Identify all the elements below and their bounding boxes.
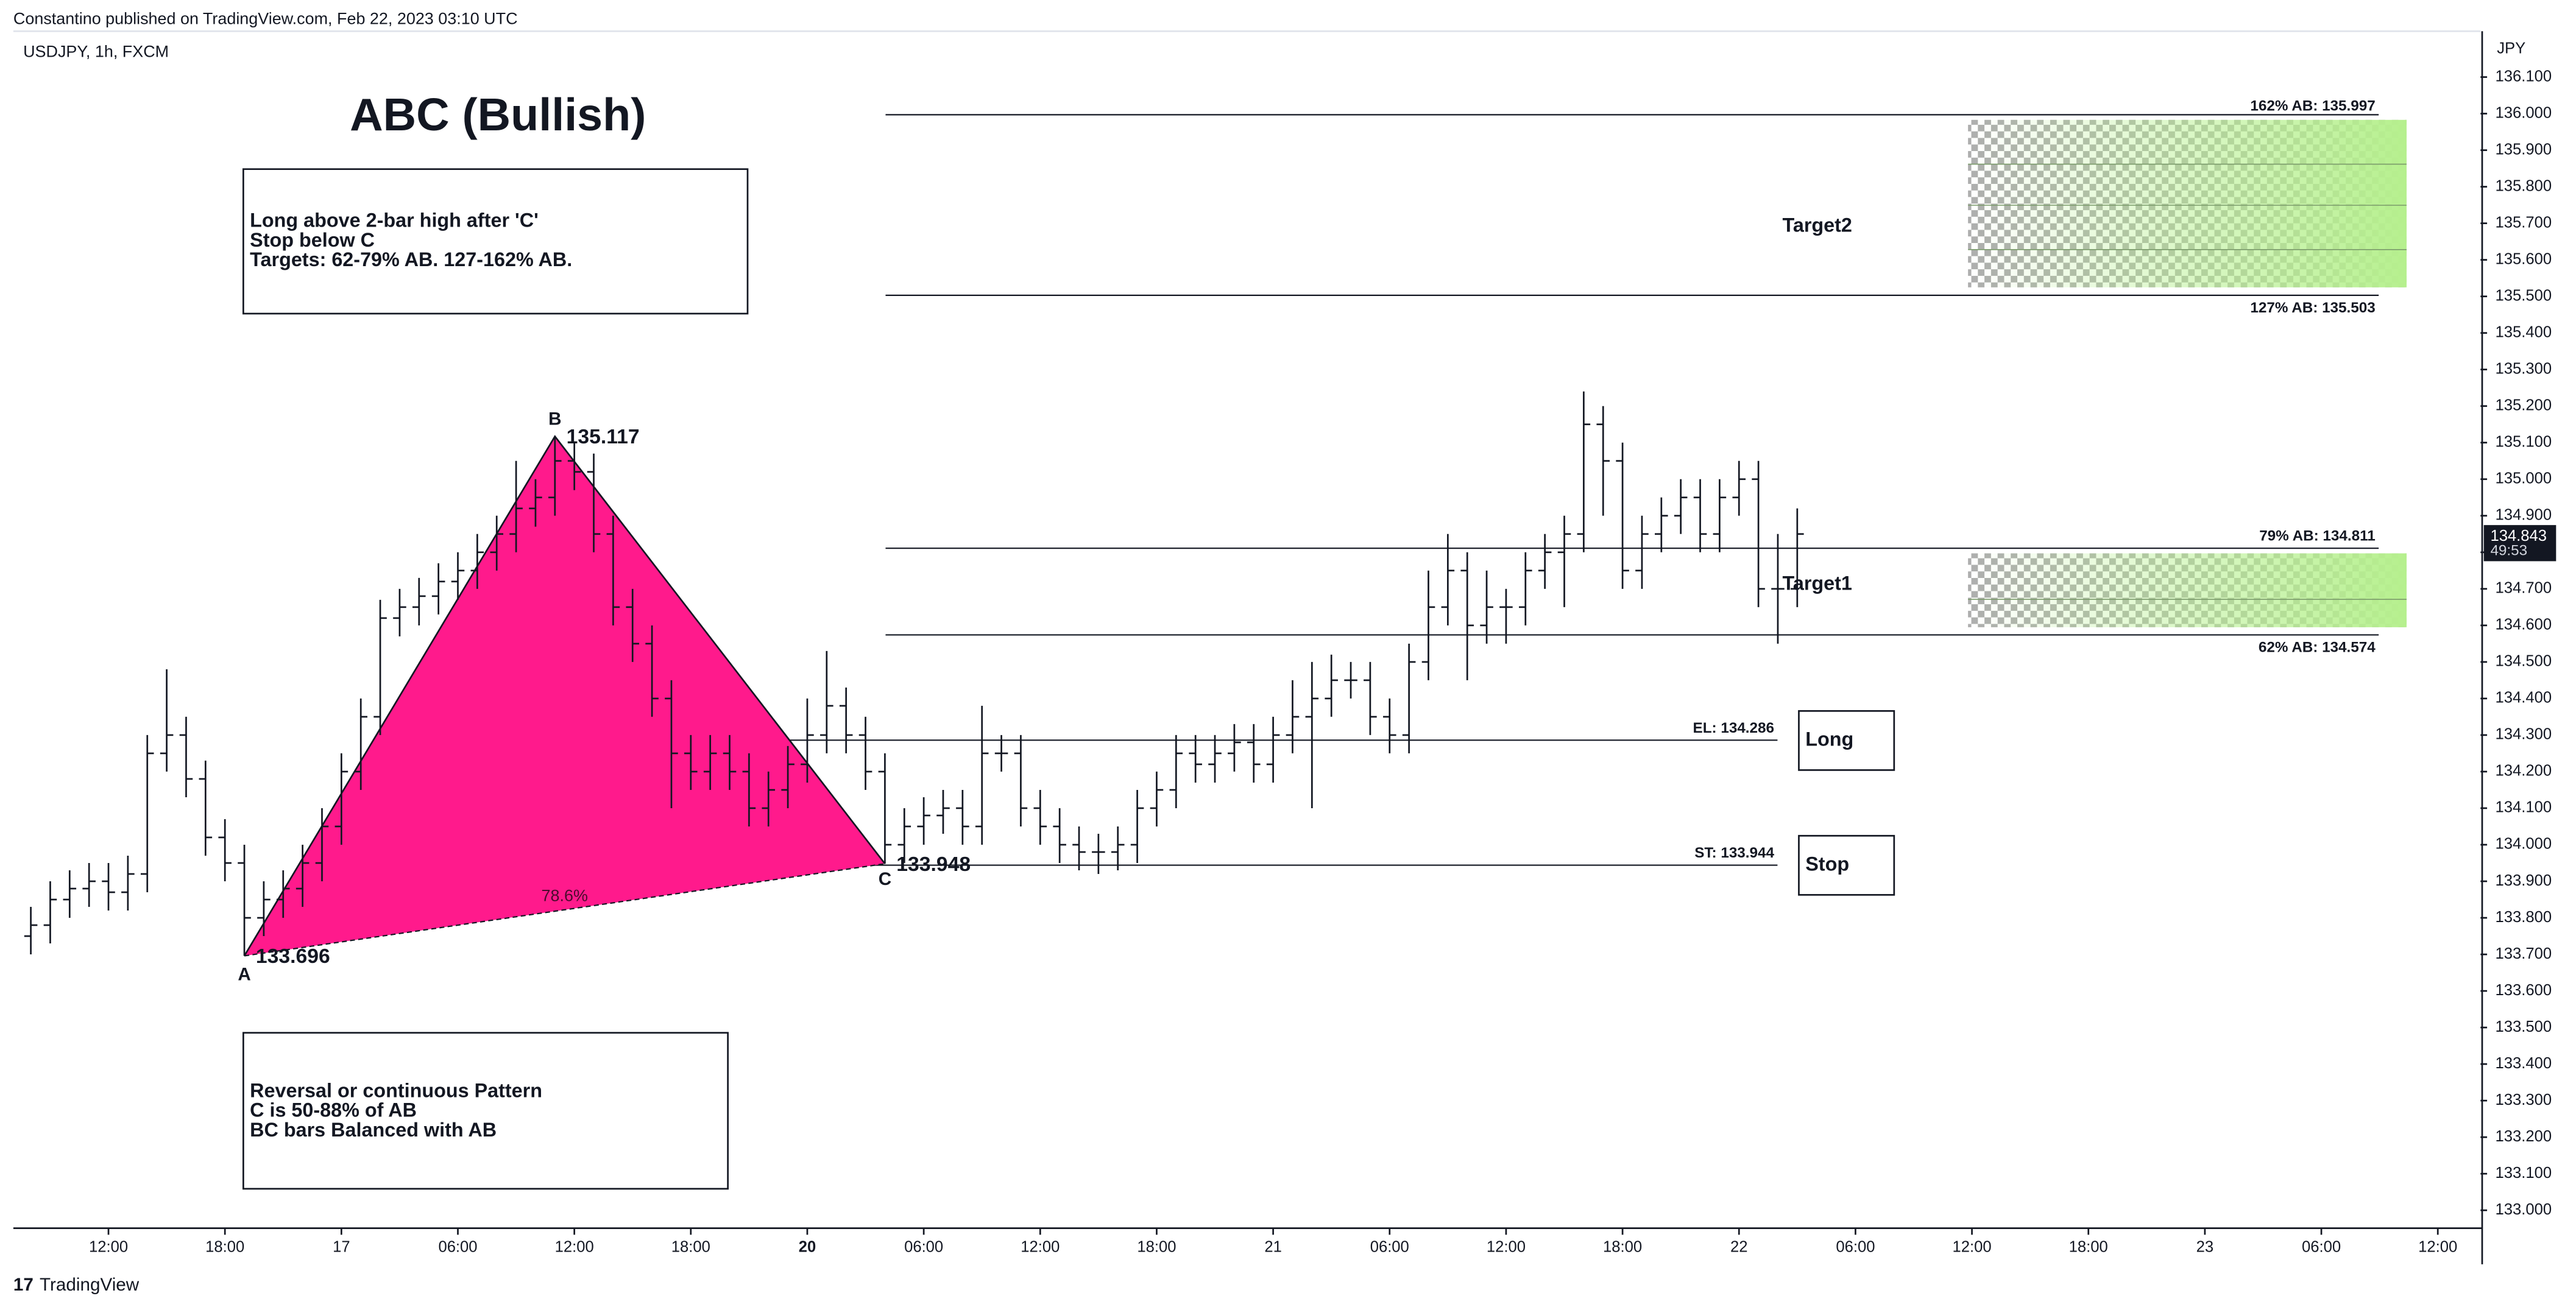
ac-dashed	[244, 863, 885, 957]
currency: JPY	[2497, 40, 2525, 57]
entry-box	[242, 168, 749, 315]
y-tick-label: 133.400	[2496, 1055, 2552, 1072]
target2-zone-tint	[1968, 119, 2407, 287]
y-tick-label: 135.300	[2496, 360, 2552, 377]
x-tick-label: 18:00	[1603, 1239, 1642, 1256]
y-tick-label: 133.800	[2496, 909, 2552, 926]
y-tick-label: 134.500	[2496, 653, 2552, 670]
countdown: 49:53	[2490, 543, 2527, 559]
brand-name: TradingView	[40, 1275, 140, 1295]
x-tick-label: 12:00	[1021, 1239, 1060, 1256]
brand: 17 TradingView	[13, 1275, 140, 1295]
target1-zone-tint	[1968, 553, 2407, 627]
y-tick-label: 134.400	[2496, 689, 2552, 706]
last-price: 134.843	[2490, 527, 2547, 544]
x-tick-label: 06:00	[438, 1239, 477, 1256]
x-tick-label: 12:00	[1953, 1239, 1992, 1256]
y-tick-label: 133.000	[2496, 1201, 2552, 1218]
x-tick-label: 12:00	[1487, 1239, 1526, 1256]
x-tick-label: 18:00	[205, 1239, 244, 1256]
x-tick-label: 20	[799, 1239, 816, 1256]
long-box	[1798, 710, 1895, 771]
x-tick-label: 12:00	[89, 1239, 128, 1256]
y-tick-label: 135.600	[2496, 250, 2552, 267]
point-name: A	[238, 965, 250, 985]
level-label: 62% AB: 134.574	[2259, 639, 2376, 655]
level-label: 162% AB: 135.997	[2250, 97, 2375, 114]
x-tick-label: 17	[333, 1239, 350, 1256]
y-tick-label: 133.200	[2496, 1128, 2552, 1145]
y-tick-label: 134.200	[2496, 763, 2552, 780]
y-tick-label: 133.300	[2496, 1091, 2552, 1108]
y-tick-label: 134.600	[2496, 616, 2552, 633]
x-tick-label: 21	[1264, 1239, 1282, 1256]
x-tick-label: 18:00	[671, 1239, 710, 1256]
entry-note: Targets: 62-79% AB. 127-162% AB.	[250, 248, 572, 270]
y-tick-label: 135.100	[2496, 434, 2552, 451]
y-tick-label: 135.000	[2496, 470, 2552, 487]
point-price: 133.948	[896, 853, 971, 876]
entry-note: Stop below C	[250, 229, 375, 251]
abc-edges	[243, 435, 886, 957]
x-tick-label: 18:00	[1137, 1239, 1176, 1256]
y-tick-label: 134.000	[2496, 836, 2552, 853]
entry-note: Long above 2-bar high after 'C'	[250, 210, 539, 231]
level-label: ST: 133.944	[1694, 845, 1774, 861]
x-tick-label: 12:00	[555, 1239, 594, 1256]
target1-label: Target1	[1782, 572, 1852, 594]
pattern-note: C is 50-88% of AB	[250, 1099, 417, 1121]
y-tick-label: 134.900	[2496, 507, 2552, 524]
publisher: Constantino published on TradingView.com…	[13, 9, 518, 27]
target2-label: Target2	[1782, 214, 1852, 236]
target2-zone-lines	[1968, 163, 2407, 250]
level-label: 127% AB: 135.503	[2250, 300, 2375, 316]
y-tick-label: 133.600	[2496, 982, 2552, 999]
abc-triangle	[244, 436, 885, 956]
level-label: EL: 134.286	[1693, 720, 1774, 736]
y-tick-label: 135.200	[2496, 396, 2552, 414]
y-tick-label: 136.000	[2496, 104, 2552, 121]
long-label: Long	[1805, 728, 1853, 750]
y-tick-label: 133.100	[2496, 1164, 2552, 1182]
symbol: USDJPY, 1h, FXCM	[23, 42, 169, 60]
y-tick-label: 134.100	[2496, 799, 2552, 816]
x-tick-label: 18:00	[2069, 1239, 2108, 1256]
last-price-tag	[2483, 525, 2557, 562]
pattern-note: Reversal or continuous Pattern	[250, 1079, 542, 1101]
y-tick-label: 134.700	[2496, 580, 2552, 597]
y-tick-label: 133.900	[2496, 872, 2552, 889]
point-price: 133.696	[256, 945, 330, 968]
stop-box	[1798, 834, 1895, 896]
y-tick-label: 133.500	[2496, 1018, 2552, 1035]
point-price: 135.117	[567, 426, 640, 448]
point-name: B	[548, 409, 561, 429]
y-tick-label: 135.900	[2496, 141, 2552, 158]
point-name: C	[879, 869, 891, 889]
x-tick-label: 23	[2196, 1239, 2214, 1256]
ratio-label: 78.6%	[542, 886, 588, 904]
pattern-box	[242, 1032, 729, 1190]
x-tick-label: 06:00	[904, 1239, 943, 1256]
stop-label: Stop	[1805, 853, 1849, 875]
y-tick-label: 134.300	[2496, 726, 2552, 743]
x-tick-label: 22	[1730, 1239, 1748, 1256]
brand-mark: 17	[13, 1275, 34, 1295]
y-tick-label: 135.700	[2496, 214, 2552, 231]
x-tick-label: 06:00	[1836, 1239, 1875, 1256]
y-tick-label: 133.700	[2496, 945, 2552, 962]
y-tick-label: 136.100	[2496, 68, 2552, 85]
y-tick-label: 135.400	[2496, 323, 2552, 340]
y-tick-label: 135.500	[2496, 287, 2552, 304]
y-tick-label: 135.800	[2496, 177, 2552, 194]
level-label: 79% AB: 134.811	[2259, 528, 2376, 544]
x-tick-label: 12:00	[2418, 1239, 2457, 1256]
chart-title: ABC (Bullish)	[350, 89, 646, 140]
pattern-note: BC bars Balanced with AB	[250, 1119, 497, 1141]
x-tick-label: 06:00	[2302, 1239, 2341, 1256]
x-tick-label: 06:00	[1370, 1239, 1409, 1256]
